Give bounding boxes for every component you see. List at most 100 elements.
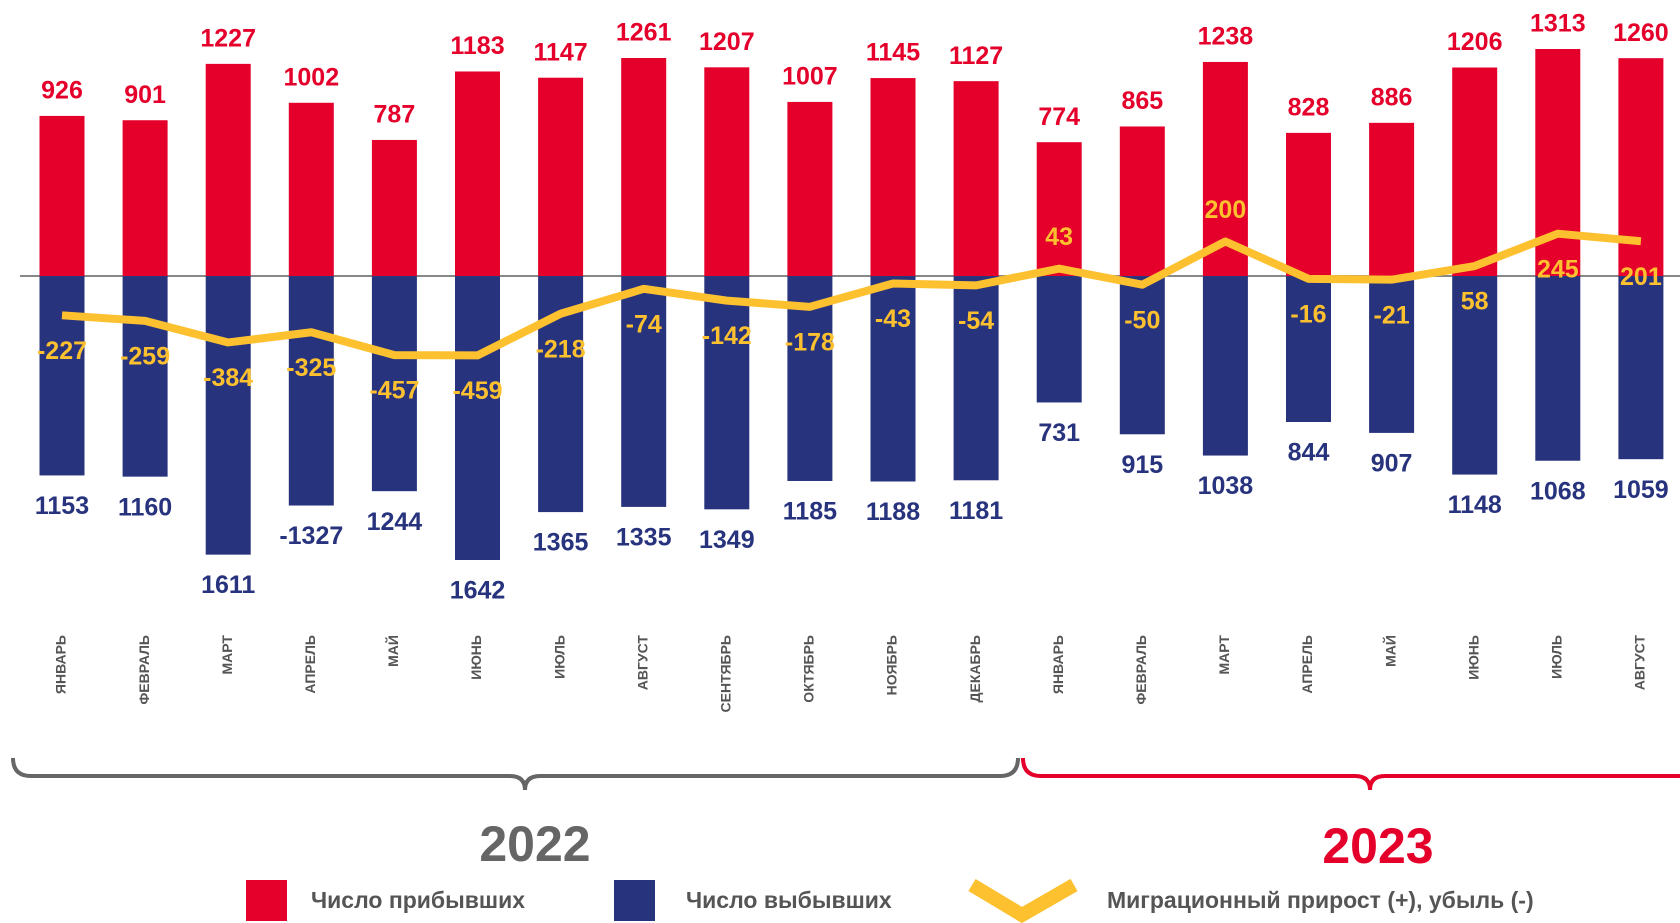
category-label: МАРТ	[1216, 635, 1232, 675]
bar	[787, 101, 833, 277]
bar	[953, 81, 999, 277]
bar	[371, 139, 417, 277]
category-label: ФЕВРАЛЬ	[136, 635, 152, 705]
value-label: 1207	[699, 28, 755, 56]
value-label: 1642	[450, 577, 506, 605]
value-label: 915	[1121, 451, 1163, 479]
bar	[1535, 276, 1581, 461]
bar	[870, 78, 916, 277]
bar	[870, 276, 916, 482]
value-label: -1327	[279, 522, 343, 550]
line-label: -43	[875, 305, 911, 333]
line	[61, 229, 1642, 360]
value-label: 1188	[866, 498, 920, 526]
line-label: -457	[369, 377, 419, 405]
category-label: АВГУСТ	[1632, 635, 1648, 691]
value-label: 1611	[201, 571, 255, 599]
value-label: 1313	[1530, 10, 1586, 38]
category-label: ИЮНЬ	[468, 635, 484, 680]
line-label: -325	[286, 354, 336, 382]
value-label: 1227	[200, 24, 256, 52]
bar	[1369, 122, 1415, 277]
bar	[205, 276, 251, 555]
category-label: ИЮЛЬ	[551, 635, 567, 679]
bar	[371, 276, 417, 492]
line-label: -459	[452, 377, 502, 405]
value-label: 731	[1038, 419, 1080, 447]
line-label: 245	[1537, 255, 1579, 283]
bar	[122, 120, 168, 277]
legend-label: Миграционный прирост (+), убыль (-)	[1107, 887, 1534, 913]
value-label: 1183	[450, 32, 504, 60]
bar	[1452, 67, 1498, 277]
value-label: 1059	[1613, 476, 1669, 504]
value-label: 1038	[1198, 472, 1254, 500]
year-label: 2023	[1322, 818, 1433, 874]
bar	[621, 276, 667, 507]
line-label: -54	[958, 307, 994, 335]
value-label: 1181	[949, 497, 1003, 525]
value-label: 844	[1288, 439, 1330, 467]
bar	[704, 67, 750, 277]
line-label: 201	[1620, 263, 1662, 291]
brace	[1021, 757, 1680, 791]
category-label: АПРЕЛЬ	[302, 635, 318, 694]
value-label: 1068	[1530, 477, 1586, 505]
category-label: ИЮЛЬ	[1549, 635, 1565, 679]
value-label: 1365	[533, 529, 589, 557]
value-label: 1160	[118, 493, 172, 521]
line-label: 58	[1461, 288, 1489, 316]
value-label: 1148	[1448, 491, 1502, 519]
value-label: 1145	[866, 39, 920, 67]
bar	[953, 276, 999, 481]
bar	[1119, 276, 1165, 435]
bar	[1369, 276, 1415, 433]
value-label: 901	[124, 81, 166, 109]
category-label: ИЮНЬ	[1465, 635, 1481, 680]
value-label: 787	[374, 101, 416, 129]
category-label: ЯНВАРЬ	[1050, 635, 1066, 694]
value-label: 1206	[1447, 28, 1503, 56]
category-label: ФЕВРАЛЬ	[1133, 635, 1149, 705]
category-label: ОКТЯБРЬ	[801, 635, 817, 703]
bar	[621, 57, 667, 277]
legend-swatch	[968, 878, 1078, 923]
value-label: 926	[41, 77, 83, 105]
bar	[1036, 276, 1082, 403]
value-label: 886	[1371, 83, 1413, 111]
category-label: АПРЕЛЬ	[1299, 635, 1315, 694]
bar	[122, 276, 168, 477]
line-label: -21	[1374, 301, 1410, 329]
bar	[288, 276, 334, 506]
category-label: СЕНТЯБРЬ	[718, 635, 734, 712]
line-label: -178	[785, 328, 835, 356]
value-label: 828	[1288, 93, 1330, 121]
category-label: МАЙ	[1381, 635, 1398, 667]
bar	[704, 276, 750, 510]
value-label: 1238	[1198, 23, 1254, 51]
value-label: 1185	[783, 498, 837, 526]
legend-swatch	[246, 880, 287, 921]
bar	[538, 77, 584, 277]
line-label: 200	[1205, 196, 1247, 224]
category-label: МАРТ	[219, 635, 235, 675]
category-label: ДЕКАБРЬ	[967, 635, 983, 702]
value-label: 1335	[616, 524, 672, 552]
value-label: 1349	[699, 526, 755, 554]
bar	[1618, 276, 1664, 460]
bar	[1202, 276, 1248, 456]
category-label: АВГУСТ	[634, 635, 650, 691]
legend-label: Число выбывших	[686, 887, 892, 913]
line-label: -259	[120, 342, 170, 370]
line-label: -218	[536, 335, 586, 363]
category-label: НОЯБРЬ	[884, 635, 900, 695]
value-label: 774	[1038, 103, 1080, 131]
value-label: 1002	[283, 63, 339, 91]
bar	[288, 102, 334, 277]
value-label: 1244	[367, 508, 423, 536]
year-label: 2022	[479, 816, 590, 872]
category-label: МАЙ	[384, 635, 401, 667]
bar	[205, 63, 251, 277]
brace	[11, 757, 1020, 791]
